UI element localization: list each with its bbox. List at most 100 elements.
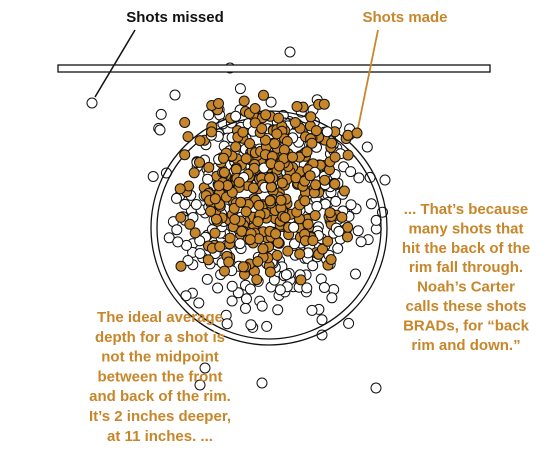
missed-dot <box>332 242 344 254</box>
made-dot <box>206 126 217 138</box>
made-dot <box>302 218 314 230</box>
made-dot <box>259 134 271 146</box>
missed-dot <box>274 284 286 296</box>
made-dot <box>224 232 236 244</box>
missed-dot <box>345 166 357 178</box>
made-dot <box>269 138 281 150</box>
made-dot <box>236 225 248 237</box>
missed-dot <box>199 362 211 374</box>
made-dot <box>329 178 341 190</box>
annotation-line: many shots that <box>408 220 523 237</box>
missed-dot <box>147 171 159 182</box>
made-dot <box>233 176 245 188</box>
made-dot <box>299 195 311 207</box>
label-missed: Shots missed <box>126 9 224 26</box>
made-dot <box>203 161 215 173</box>
missed-dot <box>333 225 345 237</box>
annotation-line: ... That’s because <box>404 201 529 218</box>
missed-dot <box>194 379 206 391</box>
made-dot <box>310 179 322 191</box>
made-dot <box>194 156 205 168</box>
missed-dot <box>350 268 361 280</box>
made-dot <box>322 235 334 247</box>
made-dot <box>218 167 230 178</box>
missed-dot <box>261 320 273 332</box>
made-dot <box>252 256 264 267</box>
missed-dot <box>201 273 213 285</box>
made-dot <box>318 98 330 110</box>
annotation-line: rim fall through. <box>409 259 523 276</box>
missed-dot <box>230 110 242 122</box>
made-dot <box>325 254 337 265</box>
made-dot <box>202 254 214 266</box>
made-dot <box>270 228 282 240</box>
annotation-line: It’s 2 inches deeper, <box>89 408 231 425</box>
made-dot <box>336 211 348 223</box>
missed-dot <box>169 89 181 101</box>
made-dot <box>179 117 191 128</box>
made-dot <box>213 98 224 109</box>
made-dot <box>184 218 196 230</box>
made-dot <box>342 149 354 161</box>
missed-dot <box>154 124 166 136</box>
missed-dot <box>194 248 206 259</box>
made-dot <box>306 137 318 149</box>
made-dot <box>240 206 252 218</box>
missed-dot <box>321 126 333 138</box>
made-dot <box>182 131 194 143</box>
made-dot <box>307 235 319 247</box>
made-dot <box>229 213 241 225</box>
missed-dot <box>244 283 256 295</box>
missed-dot <box>345 199 357 211</box>
missed-dot <box>221 318 233 330</box>
missed-dot <box>245 319 257 331</box>
missed-dot <box>280 269 292 281</box>
annotation-line: rim and down.” <box>411 337 520 354</box>
missed-dot <box>352 225 364 237</box>
missed-dot <box>171 224 183 236</box>
label-made: Shots made <box>362 9 447 26</box>
made-dot <box>244 234 256 246</box>
made-dot <box>188 167 200 179</box>
made-dot <box>291 101 303 112</box>
missed-dot <box>226 280 238 292</box>
missed-dot <box>179 198 191 210</box>
made-dot <box>256 123 268 134</box>
made-dot <box>310 125 322 137</box>
example-missed-dot <box>86 97 98 109</box>
missed-dot <box>240 302 251 314</box>
made-dot <box>257 243 269 255</box>
missed-dot <box>365 198 377 210</box>
made-dot <box>309 210 321 221</box>
missed-dot <box>234 238 246 250</box>
missed-dot <box>272 304 284 316</box>
made-dot <box>305 111 317 123</box>
made-dot <box>301 146 313 158</box>
right-annotation: ... That’s because many shots that hit the… <box>402 201 530 354</box>
leader-missed <box>94 29 136 98</box>
made-dot <box>287 151 298 163</box>
made-dot <box>223 256 235 268</box>
missed-dot <box>155 108 167 120</box>
made-dot <box>317 243 328 255</box>
made-dot <box>237 126 249 138</box>
made-dot <box>210 213 222 225</box>
made-dot <box>209 227 221 239</box>
missed-dot <box>241 293 252 305</box>
annotation-line: Noah’s Carter <box>417 279 515 296</box>
made-dot <box>179 149 191 161</box>
made-dot <box>238 95 250 107</box>
made-dot <box>251 274 263 286</box>
made-dot <box>189 227 201 239</box>
missed-dot <box>193 297 205 309</box>
made-dot <box>329 151 341 163</box>
missed-dot <box>284 46 296 58</box>
made-dot <box>253 199 265 211</box>
made-dot <box>209 193 221 205</box>
missed-dot <box>311 200 323 212</box>
missed-dot <box>203 109 215 121</box>
made-dot <box>248 182 259 194</box>
missed-dot <box>355 236 367 248</box>
made-dot <box>235 196 247 208</box>
